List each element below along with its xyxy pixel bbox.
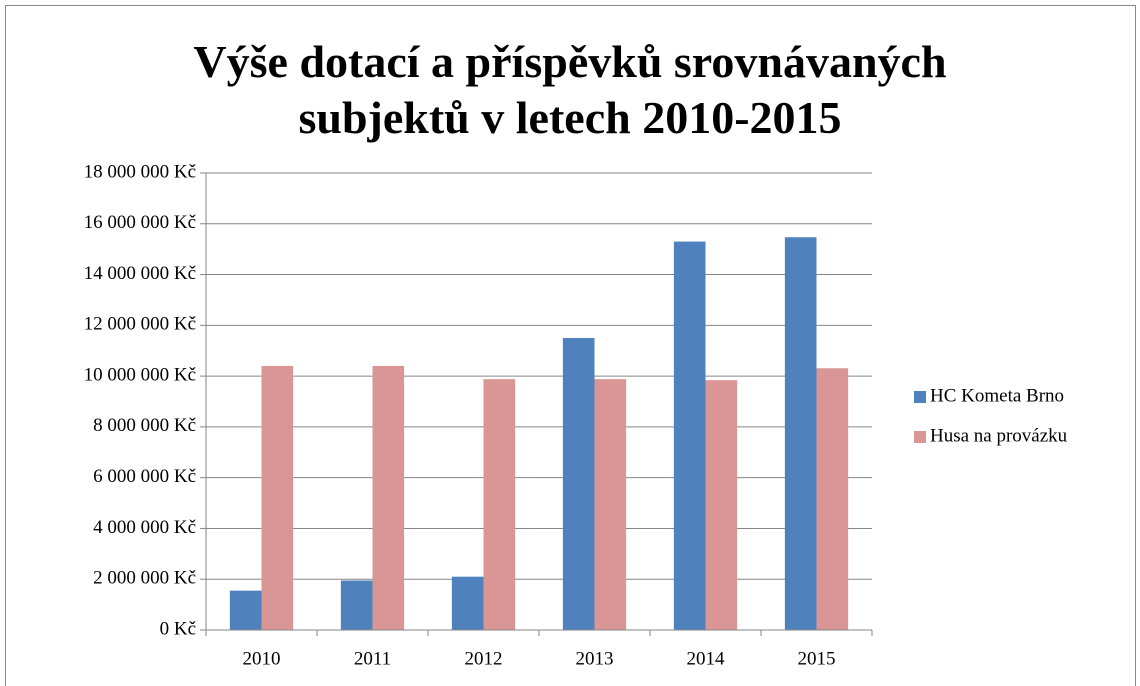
legend-label: HC Kometa Brno bbox=[930, 385, 1064, 406]
bar bbox=[451, 576, 484, 630]
bar bbox=[594, 379, 627, 630]
x-tick-label: 2015 bbox=[798, 648, 836, 669]
y-tick-label: 10 000 000 Kč bbox=[84, 364, 196, 385]
legend-swatch bbox=[914, 391, 926, 403]
y-tick-label: 2 000 000 Kč bbox=[93, 568, 196, 589]
x-tick-label: 2013 bbox=[576, 648, 614, 669]
y-tick-label: 0 Kč bbox=[160, 618, 196, 639]
bar bbox=[705, 380, 738, 630]
y-tick-label: 8 000 000 Kč bbox=[93, 415, 196, 436]
y-tick-label: 14 000 000 Kč bbox=[84, 263, 196, 284]
bar bbox=[673, 241, 706, 631]
bar bbox=[261, 365, 294, 630]
y-tick-label: 18 000 000 Kč bbox=[84, 161, 196, 182]
chart-title: Výše dotací a příspěvků srovnávaných sub… bbox=[193, 36, 947, 143]
x-tick-label: 2012 bbox=[465, 648, 503, 669]
y-tick-label: 12 000 000 Kč bbox=[84, 314, 196, 335]
x-tick-label: 2010 bbox=[243, 648, 281, 669]
bar bbox=[340, 580, 373, 630]
y-tick-label: 6 000 000 Kč bbox=[93, 466, 196, 487]
legend-swatch bbox=[914, 431, 926, 443]
x-tick-label: 2011 bbox=[354, 648, 391, 669]
bar bbox=[229, 590, 262, 630]
bar bbox=[784, 237, 817, 630]
chart-border bbox=[5, 5, 1136, 686]
bar bbox=[816, 368, 849, 630]
bar bbox=[562, 338, 595, 630]
y-tick-label: 16 000 000 Kč bbox=[84, 212, 196, 233]
x-tick-label: 2014 bbox=[687, 648, 726, 669]
bar bbox=[483, 379, 516, 630]
bar bbox=[372, 365, 405, 630]
legend-label: Husa na provázku bbox=[930, 425, 1068, 446]
y-tick-label: 4 000 000 Kč bbox=[93, 517, 196, 538]
